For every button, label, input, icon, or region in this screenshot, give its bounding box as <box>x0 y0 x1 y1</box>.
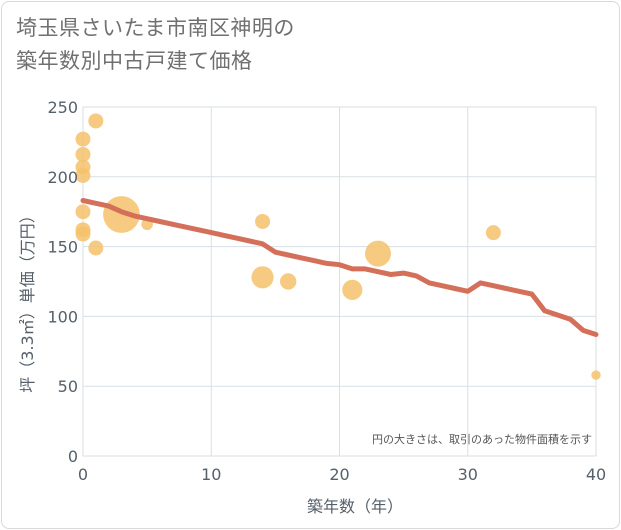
y-tick-label: 200 <box>47 168 78 187</box>
data-bubble <box>75 204 91 220</box>
grid <box>82 106 597 457</box>
data-bubble <box>591 370 601 380</box>
data-bubble <box>75 131 91 147</box>
tick-labels: 0 10 20 30 40 0 50 100 150 200 250 <box>47 98 606 484</box>
x-tick-label: 40 <box>586 465 606 484</box>
data-bubble <box>251 266 274 289</box>
data-bubble <box>75 167 91 183</box>
data-bubble <box>75 226 91 242</box>
trend-layer <box>80 198 599 337</box>
title-line-1: 埼玉県さいたま市南区神明の <box>16 16 295 40</box>
data-bubble <box>364 240 391 267</box>
x-tick-label: 0 <box>78 465 88 484</box>
x-tick-label: 20 <box>329 465 349 484</box>
data-bubble <box>88 113 104 129</box>
size-note: 円の大きさは、取引のあった物件面積を示す <box>372 432 592 446</box>
y-tick-label: 0 <box>68 447 78 466</box>
x-tick-label: 30 <box>458 465 478 484</box>
x-axis-label: 築年数（年） <box>307 497 403 516</box>
data-bubble <box>88 240 104 256</box>
data-bubble <box>280 273 297 290</box>
data-bubble <box>75 146 91 162</box>
y-tick-label: 50 <box>58 377 78 396</box>
data-bubble <box>485 225 501 241</box>
y-tick-label: 100 <box>47 307 78 326</box>
data-bubble <box>255 213 271 229</box>
x-tick-label: 10 <box>201 465 221 484</box>
trend-line <box>80 198 599 337</box>
y-axis-label: 坪（3.3㎡）単価（万円） <box>18 207 37 392</box>
title-line-2: 築年数別中古戸建て価格 <box>16 49 253 73</box>
y-tick-label: 150 <box>47 238 78 257</box>
y-tick-label: 250 <box>47 98 78 117</box>
data-bubble <box>342 279 363 300</box>
chart-title: 埼玉県さいたま市南区神明の 築年数別中古戸建て価格 <box>16 12 295 78</box>
